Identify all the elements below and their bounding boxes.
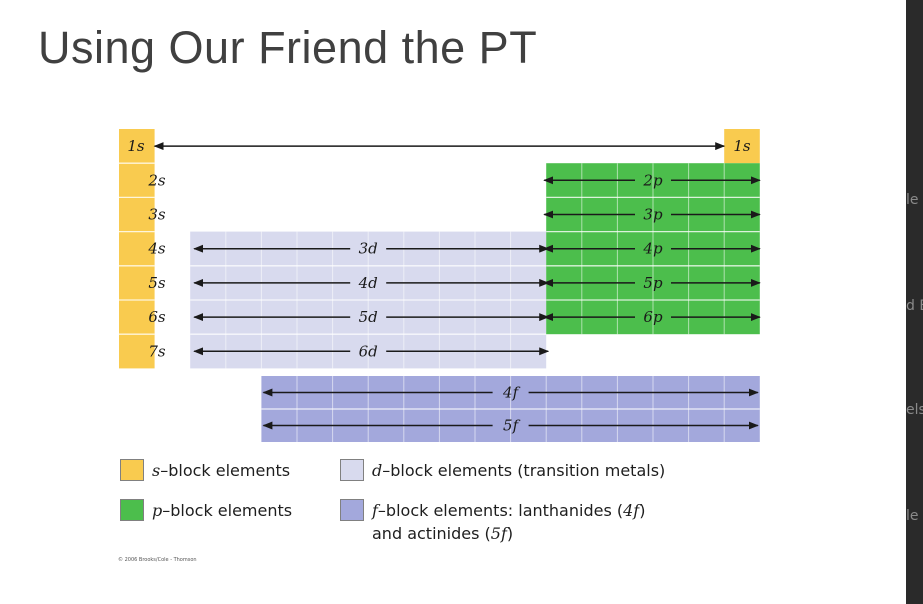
copyright-credit: © 2006 Brooks/Cole - Thomson (118, 557, 197, 563)
s-label-2s: 2s (147, 171, 166, 189)
p-label-6p: 6p (643, 308, 663, 326)
s-block-swatch (120, 459, 144, 481)
strip-fragment-3: els (906, 402, 923, 418)
s-label-1s: 1s (127, 137, 145, 155)
f-block-line-2: and actinides (5f) (372, 522, 645, 545)
d-label-5d: 5d (359, 308, 378, 326)
lanthanide-orbital: 4f (623, 501, 640, 520)
d-label-4d: 4d (358, 274, 378, 292)
s-label-3s: 3s (148, 206, 166, 224)
p-block-text: –block elements (162, 501, 293, 520)
s-label-5s: 5s (148, 274, 166, 292)
he-label-1s: 1s (733, 137, 751, 155)
actinide-text: and actinides ( (372, 524, 491, 543)
s-label-7s: 7s (148, 342, 166, 360)
strip-fragment-4: le (906, 508, 919, 524)
p-block-swatch (120, 499, 144, 521)
s-label-6s: 6s (148, 308, 166, 326)
s-block-legend: s–block elements (152, 459, 290, 482)
s-block-cells (119, 129, 155, 369)
slide-title: Using Our Friend the PT (38, 22, 538, 73)
s-block-text: –block elements (160, 461, 291, 480)
f-block-swatch (340, 499, 364, 521)
p-block-letter: p (152, 501, 163, 520)
p-block-legend: p–block elements (152, 499, 292, 522)
s-block-letter: s (152, 461, 161, 480)
f-block-text: –block elements: lanthanides ( (377, 501, 624, 520)
adjacent-window-strip: le d E els le (906, 0, 923, 604)
helium-cell (724, 129, 760, 164)
strip-fragment-2: d E (906, 298, 923, 314)
p-label-2p: 2p (642, 171, 663, 189)
p-label-5p: 5p (643, 274, 663, 292)
actinide-orbital: 5f (490, 524, 507, 543)
p-label-4p: 4p (642, 240, 663, 258)
d-block-letter: d (372, 461, 383, 480)
lanthanide-close: ) (639, 501, 646, 520)
strip-fragment-1: le (906, 192, 919, 208)
actinide-close: ) (506, 524, 514, 543)
d-block-swatch (340, 459, 364, 481)
f-block-line-1: f–block elements: lanthanides (4f) (372, 499, 645, 522)
d-block-text: –block elements (transition metals) (382, 461, 666, 480)
f-label-4f: 4f (502, 384, 521, 402)
f-label-5f: 5f (503, 417, 521, 435)
block-cells (119, 129, 760, 442)
helium-cell-fill (724, 129, 760, 164)
d-label-6d: 6d (359, 342, 378, 360)
s-label-4s: 4s (147, 240, 166, 258)
orbital-arrows (153, 142, 761, 430)
d-block-cells (190, 231, 547, 369)
d-label-3d: 3d (359, 240, 378, 258)
d-block-legend: d–block elements (transition metals) (372, 459, 665, 482)
p-label-3p: 3p (643, 206, 663, 224)
f-block-letter: f (372, 501, 378, 520)
f-block-legend: f–block elements: lanthanides (4f) and a… (372, 499, 645, 545)
f-block-cells (261, 376, 760, 442)
s-block-cells-fill (119, 129, 155, 369)
